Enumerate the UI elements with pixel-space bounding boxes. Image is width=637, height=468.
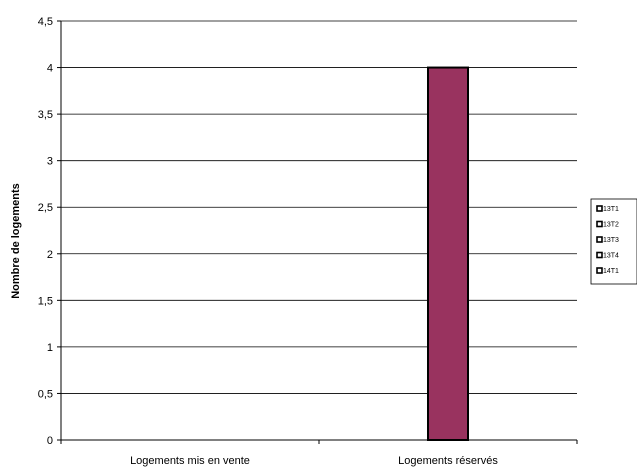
legend-label: 13T2 [603, 222, 619, 229]
y-tick-label: 4,5 [38, 16, 53, 28]
legend-swatch [596, 220, 603, 228]
y-tick-label: 3,5 [38, 109, 53, 121]
bars [427, 66, 469, 442]
legend-label: 13T4 [603, 253, 619, 260]
y-tick-label: 0 [47, 435, 53, 447]
legend-swatch [596, 205, 603, 212]
legend: 13T1 13T2 13T3 13T4 14T1 [590, 198, 637, 285]
legend-swatch [596, 267, 603, 274]
y-tick-labels: 0 0,5 1 1,5 2 2,5 3 3,5 4 4,5 [38, 16, 53, 447]
x-category-labels: Logements mis en vente Logements réservés [130, 455, 498, 467]
axes [57, 20, 578, 444]
y-axis-title: Nombre de logements [10, 183, 22, 299]
y-tick-label: 2,5 [38, 202, 53, 214]
y-tick-label: 0,5 [38, 388, 53, 400]
y-tick-label: 3 [47, 156, 53, 168]
y-tick-label: 1 [47, 342, 53, 354]
x-category-label: Logements mis en vente [130, 455, 250, 467]
legend-label: 14T1 [603, 268, 619, 275]
legend-label: 13T3 [603, 237, 619, 244]
legend-swatch [596, 251, 603, 259]
legend-label: 13T1 [603, 206, 619, 213]
legend-swatch [596, 236, 603, 243]
gridlines [61, 20, 577, 394]
y-tick-label: 1,5 [38, 295, 53, 307]
y-tick-label: 4 [47, 63, 53, 75]
bar-14T1 [427, 66, 469, 442]
x-category-label: Logements réservés [398, 455, 498, 467]
y-tick-label: 2 [47, 249, 53, 261]
